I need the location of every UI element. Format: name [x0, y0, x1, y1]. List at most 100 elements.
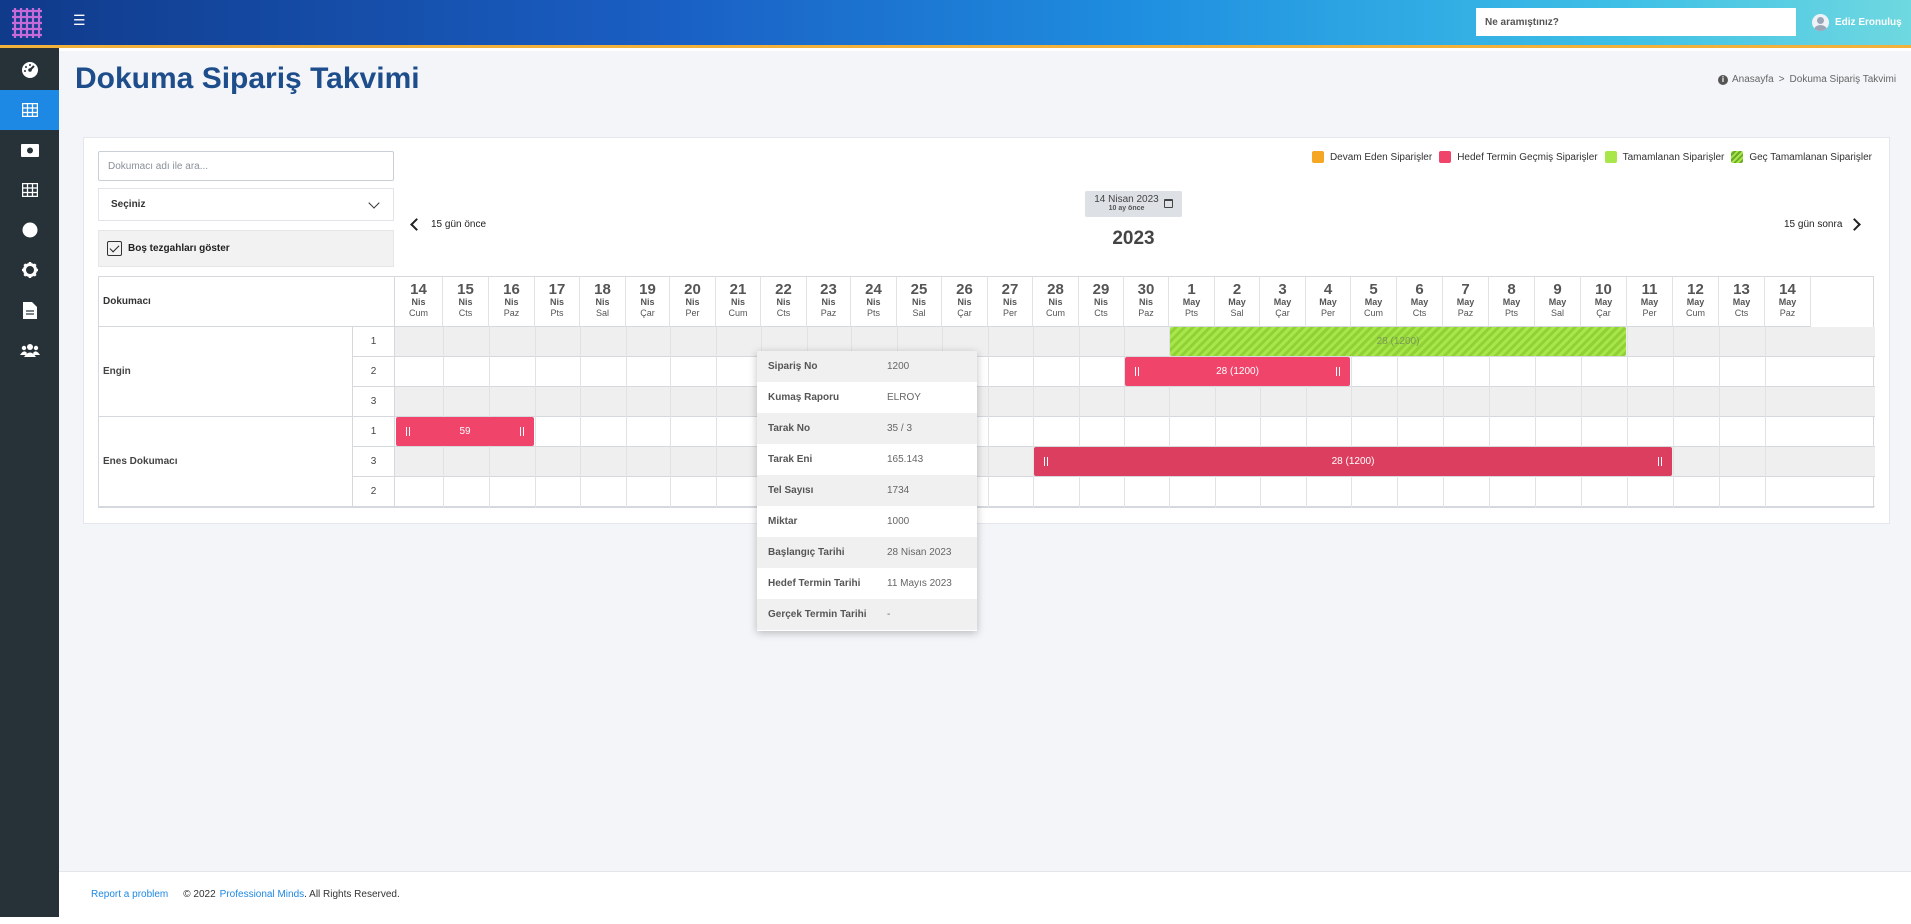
loom-number: 3 — [353, 447, 395, 477]
loom-row[interactable] — [395, 357, 1875, 387]
app-logo-icon[interactable] — [9, 5, 45, 41]
next-period-button[interactable]: 15 gün sonra — [1784, 218, 1862, 231]
day-number: 16 — [503, 281, 520, 298]
footer: Report a problem © 2022 Professional Min… — [59, 871, 1911, 917]
weaver-name: Engin — [99, 327, 353, 417]
order-bar[interactable]: 28 (1200) — [1125, 357, 1350, 386]
day-month: Nis — [1138, 297, 1153, 307]
sidebar-item-users[interactable] — [0, 330, 59, 370]
checkbox-checked-icon[interactable] — [107, 241, 122, 256]
day-number: 6 — [1415, 281, 1424, 298]
loom-row[interactable] — [395, 417, 1875, 447]
day-number: 19 — [639, 281, 656, 298]
gear-icon — [21, 262, 38, 278]
user-name: Ediz Eronuluş — [1835, 16, 1902, 28]
sidebar-item-files[interactable] — [0, 290, 59, 330]
day-column-header: 26 Nis Çar — [942, 277, 988, 327]
grid-line — [988, 327, 989, 508]
company-link[interactable]: Professional Minds — [219, 889, 305, 900]
day-column-header: 11 May Per — [1627, 277, 1673, 327]
day-column-header: 2 May Sal — [1215, 277, 1260, 327]
legend-item-overdue: Hedef Termin Geçmiş Siparişler — [1439, 151, 1598, 163]
day-month: Nis — [640, 297, 655, 307]
grid-line — [535, 327, 536, 508]
order-bar-label: 28 (1200) — [1216, 366, 1259, 377]
sidebar-item-settings[interactable] — [0, 250, 59, 290]
day-month: May — [1686, 297, 1705, 307]
grid-line — [1719, 327, 1720, 508]
day-month: Nis — [957, 297, 972, 307]
info-icon: i — [1718, 74, 1728, 85]
resize-handle[interactable] — [1135, 367, 1139, 376]
day-column-header: 8 May Pts — [1489, 277, 1535, 327]
legend-swatch — [1604, 151, 1617, 163]
loom-row[interactable] — [395, 477, 1875, 507]
grid-line — [1581, 327, 1582, 508]
loom-row[interactable] — [395, 327, 1875, 357]
day-number: 12 — [1687, 281, 1704, 298]
day-column-header: 4 May Per — [1306, 277, 1351, 327]
tooltip-row: Sipariş No 1200 — [757, 351, 977, 382]
resize-handle[interactable] — [520, 427, 524, 436]
sidebar-item-circle[interactable] — [0, 210, 59, 250]
order-bar[interactable]: 28 (1200) — [1034, 447, 1672, 476]
day-weekday: Cts — [776, 308, 791, 318]
order-bar[interactable]: 59 — [396, 417, 534, 446]
loom-number: 2 — [353, 357, 395, 387]
day-number: 10 — [1595, 281, 1612, 298]
day-weekday: Paz — [1457, 308, 1474, 318]
tooltip-row: Başlangıç Tarihi 28 Nisan 2023 — [757, 537, 977, 568]
loom-row[interactable] — [395, 387, 1875, 417]
resize-handle[interactable] — [1336, 367, 1340, 376]
tooltip-value: 28 Nisan 2023 — [887, 547, 952, 558]
day-number: 21 — [729, 281, 747, 298]
day-number: 26 — [956, 281, 973, 298]
file-icon — [22, 301, 37, 319]
day-weekday: Cum — [408, 308, 428, 318]
user-avatar-icon — [1812, 13, 1829, 31]
hamburger-menu-icon[interactable]: ☰ — [73, 12, 86, 28]
resize-handle[interactable] — [1044, 457, 1048, 466]
tooltip-value: - — [887, 609, 891, 620]
show-empty-looms-toggle[interactable]: Boş tezgahları göster — [98, 230, 394, 267]
day-number: 8 — [1507, 281, 1516, 298]
sidebar-item-table[interactable] — [0, 90, 59, 130]
order-bar[interactable]: 28 (1200) — [1170, 327, 1626, 356]
tooltip-row: Tarak No 35 / 3 — [757, 413, 977, 444]
day-weekday: Pts — [866, 308, 880, 318]
user-menu[interactable]: Ediz Eronuluş — [1812, 13, 1902, 31]
sidebar — [0, 48, 59, 917]
sidebar-item-grid[interactable] — [0, 170, 59, 210]
grid-line — [1489, 327, 1490, 508]
prev-period-button[interactable]: 15 gün önce — [408, 218, 486, 231]
chevron-left-icon — [410, 218, 423, 231]
grid-line — [1169, 327, 1170, 508]
tooltip-value: 1000 — [887, 516, 910, 527]
filter-select[interactable]: Seçiniz — [98, 188, 394, 221]
legend-label: Tamamlanan Siparişler — [1622, 151, 1725, 163]
breadcrumb-separator: > — [1778, 74, 1785, 85]
sidebar-item-dashboard[interactable] — [0, 50, 59, 90]
chevron-down-icon — [368, 197, 380, 209]
day-weekday: Paz — [820, 308, 837, 318]
tooltip-key: Gerçek Termin Tarihi — [768, 609, 867, 620]
day-column-header: 20 Nis Per — [670, 277, 716, 327]
resize-handle[interactable] — [406, 427, 410, 436]
grid-line — [1765, 327, 1766, 508]
global-search-input[interactable] — [1476, 8, 1796, 36]
tooltip-row: Tel Sayısı 1734 — [757, 475, 977, 506]
grid-line — [1673, 327, 1674, 508]
day-number: 24 — [865, 281, 882, 298]
resize-handle[interactable] — [1658, 457, 1662, 466]
day-weekday: Sal — [595, 308, 609, 318]
report-problem-link[interactable]: Report a problem — [91, 889, 169, 900]
sidebar-item-money[interactable] — [0, 130, 59, 170]
breadcrumb-home[interactable]: Anasayfa — [1732, 74, 1774, 85]
date-picker[interactable]: 14 Nisan 2023 10 ay önce — [1085, 191, 1182, 217]
day-column-header: 27 Nis Per — [988, 277, 1033, 327]
dashboard-icon — [21, 62, 38, 78]
weaver-search-input[interactable] — [98, 151, 394, 181]
day-month: May — [1319, 297, 1337, 307]
day-month: Nis — [685, 297, 700, 307]
day-weekday: Pts — [550, 308, 564, 318]
